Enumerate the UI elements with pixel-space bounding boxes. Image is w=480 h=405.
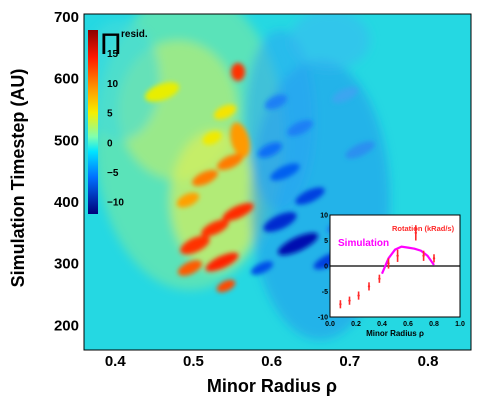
inset-x-tick-label: 0.4: [377, 321, 387, 328]
heatmap-streak-orange-4: [176, 192, 200, 208]
inset-rotation-point: [367, 285, 371, 288]
heatmap-streak-blue-3: [295, 187, 325, 205]
x-axis: 0.4 0.5 0.6 0.7 0.8 Minor Radius ρ: [105, 353, 439, 396]
colorbar-tick-label: 10: [107, 79, 119, 90]
y-tick-label: 200: [54, 317, 79, 334]
heatmap-streak-blue-5: [257, 142, 283, 158]
heatmap-streak-blue-6: [287, 119, 313, 137]
inset-rotation-point: [339, 303, 342, 306]
inset-rotation-point: [348, 299, 351, 302]
y-tick-label: 600: [54, 71, 79, 88]
inset-series-label-rotation: Rotation (kRad/s): [392, 224, 455, 233]
heatmap-region-left-cyan: [84, 20, 160, 140]
heatmap-streak-red-3: [180, 235, 210, 255]
colorbar: Π resid. 15 10 5 0 −5 −10: [88, 28, 148, 214]
inset-y-tick-label: 5: [324, 238, 328, 245]
heatmap-streak-red-7: [231, 63, 245, 81]
heatmap-streak-yellow-1: [213, 104, 237, 120]
inset-simulation-line: [380, 245, 435, 275]
inset-y-tick-label: 10: [320, 213, 328, 220]
heatmap-streak-blue-7: [264, 94, 288, 110]
inset-x-tick-label: 1.0: [455, 321, 465, 328]
heatmap-region-yellow-2: [170, 130, 260, 270]
colorbar-symbol: Π: [100, 28, 122, 61]
heatmap-streak-orange-1: [230, 122, 250, 158]
colorbar-tick-label: −5: [107, 168, 119, 179]
colorbar-tick-label: 5: [107, 109, 113, 120]
x-tick-label: 0.4: [105, 353, 127, 370]
heatmap-streak-blue-1: [277, 232, 319, 256]
colorbar-tick-label: −10: [107, 198, 124, 209]
inset-rotation-point: [414, 231, 417, 235]
heatmap-streak-red-1: [222, 202, 254, 222]
inset-y-tick-label: 0: [324, 264, 328, 271]
heatmap-streak-red-2: [201, 219, 229, 237]
inset-x-tick-label: 0.0: [325, 321, 335, 328]
inset-rotation-point: [396, 254, 399, 257]
heatmap-streak-yellow-2: [144, 82, 180, 102]
heatmap-streak-blue-2: [263, 212, 297, 232]
x-tick-label: 0.5: [183, 353, 204, 370]
heatmap-streak-yellow-3: [202, 131, 222, 145]
x-tick-label: 0.8: [418, 353, 439, 370]
inset-rotation-point: [357, 294, 360, 297]
y-axis-label: Simulation Timestep (AU): [8, 69, 28, 288]
y-tick-label: 500: [54, 132, 79, 149]
colorbar-tick-label: 15: [107, 49, 119, 60]
inset-rotation-point: [387, 262, 390, 265]
inset-x-tick-label: 0.8: [429, 321, 439, 328]
heatmap-streak-blue-9: [250, 261, 274, 275]
inset-rotation-point: [432, 257, 436, 260]
inset-rotation-point: [378, 277, 381, 280]
heatmap-streak-red-4: [205, 252, 239, 272]
x-tick-label: 0.7: [339, 353, 360, 370]
inset-y-tick-label: -5: [322, 289, 328, 296]
x-axis-label: Minor Radius ρ: [207, 376, 337, 396]
heatmap-region-top-blue: [290, 14, 370, 70]
inset-series-label-simulation: Simulation: [338, 238, 389, 249]
y-tick-label: 300: [54, 256, 79, 273]
heatmap-streak-red-5: [177, 260, 203, 276]
heatmap-streak-orange-3: [192, 169, 218, 187]
heatmap-frame: [83, 13, 472, 351]
inset-x-tick-label: 0.6: [403, 321, 413, 328]
heatmap-streak-blue-4: [270, 163, 300, 181]
x-tick-label: 0.6: [261, 353, 282, 370]
inset-y-tick-label: -10: [318, 315, 328, 322]
inset-x-axis-label: Minor Radius ρ: [366, 329, 424, 338]
colorbar-gradient: [88, 30, 98, 214]
heatmap-streak-orange-2: [217, 153, 243, 171]
y-axis: 700 600 500 400 300 200 Simulation Times…: [8, 9, 79, 334]
heatmap-streak-blue-12: [332, 86, 358, 104]
colorbar-superscript: resid.: [121, 29, 148, 40]
heatmap-streak-red-6: [216, 279, 236, 293]
inset-chart: 0.0 0.2 0.4 0.6 0.8 1.0 10 5 0 -5 -10 Mi…: [318, 213, 465, 339]
y-tick-label: 700: [54, 9, 79, 26]
inset-marks: [330, 225, 460, 309]
inset-rotation-point: [422, 254, 425, 257]
inset-x-tick-label: 0.2: [351, 321, 361, 328]
heatmap-streak-blue-11: [345, 141, 375, 159]
colorbar-tick-label: 0: [107, 138, 113, 149]
y-tick-label: 400: [54, 194, 79, 211]
